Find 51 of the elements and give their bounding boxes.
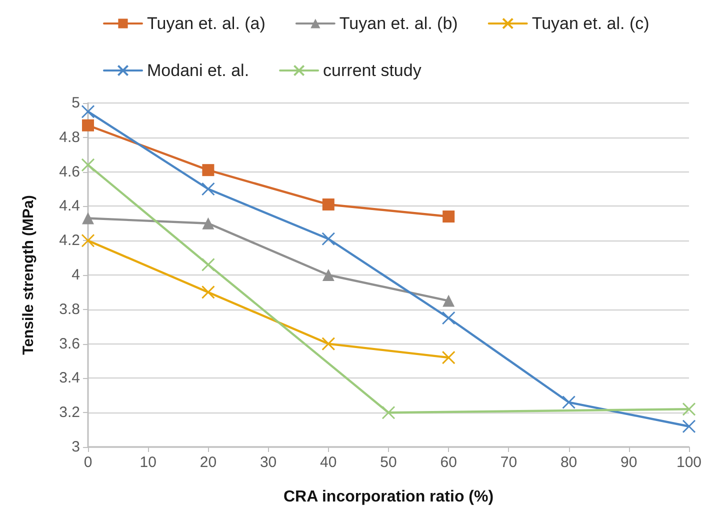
x-tick-label: 40 [320, 454, 337, 471]
x-tick-label: 100 [676, 454, 702, 471]
x-tick-label: 30 [260, 454, 277, 471]
legend-label: Modani et. al. [147, 61, 250, 80]
y-tick-label: 3.4 [59, 370, 80, 387]
point [322, 337, 336, 351]
point [82, 119, 94, 132]
y-tick-label: 4.4 [59, 198, 80, 215]
point [81, 104, 95, 118]
x-tick-label: 80 [560, 454, 578, 471]
point [81, 158, 95, 172]
x-tick-label: 50 [380, 454, 397, 471]
point [442, 311, 456, 325]
x-tick-label: 0 [84, 454, 92, 471]
point [682, 402, 696, 416]
point [201, 285, 215, 299]
point [382, 406, 396, 420]
point [201, 258, 215, 272]
legend-label: Tuyan et. al. (a) [147, 14, 266, 33]
point [562, 396, 576, 410]
y-tick-label: 4.8 [59, 128, 80, 146]
point [82, 212, 94, 224]
y-tick-label: 3.6 [59, 335, 80, 352]
point [201, 182, 215, 196]
point [202, 217, 214, 230]
legend-label: Tuyan et. al. (c) [532, 14, 650, 33]
y-tick-label: 3.8 [59, 300, 80, 318]
y-tick-label: 4.6 [59, 163, 80, 180]
x-tick-label: 70 [500, 454, 518, 471]
point [322, 198, 334, 210]
y-axis-title: Tensile strength (MPa) [20, 195, 37, 355]
y-tick-label: 3.2 [59, 404, 80, 422]
point [322, 232, 336, 246]
point [442, 294, 455, 307]
x-tick-label: 10 [140, 454, 156, 471]
x-tick-label: 20 [200, 454, 217, 471]
legend-label: Tuyan et. al. (b) [339, 14, 458, 33]
y-tick-label: 4 [72, 266, 80, 284]
x-tick-label: 60 [440, 454, 457, 471]
point [442, 210, 455, 223]
y-tick-label: 4.2 [59, 232, 80, 250]
point [81, 234, 95, 248]
point [322, 269, 334, 281]
y-tick-label: 5 [72, 94, 80, 112]
point [682, 420, 696, 434]
point [442, 350, 456, 364]
x-tick-label: 90 [620, 454, 638, 471]
point [202, 164, 214, 176]
legend-label: current study [323, 61, 422, 80]
y-tick-label: 3 [72, 438, 80, 456]
x-axis-title: CRA incorporation ratio (%) [283, 488, 494, 506]
